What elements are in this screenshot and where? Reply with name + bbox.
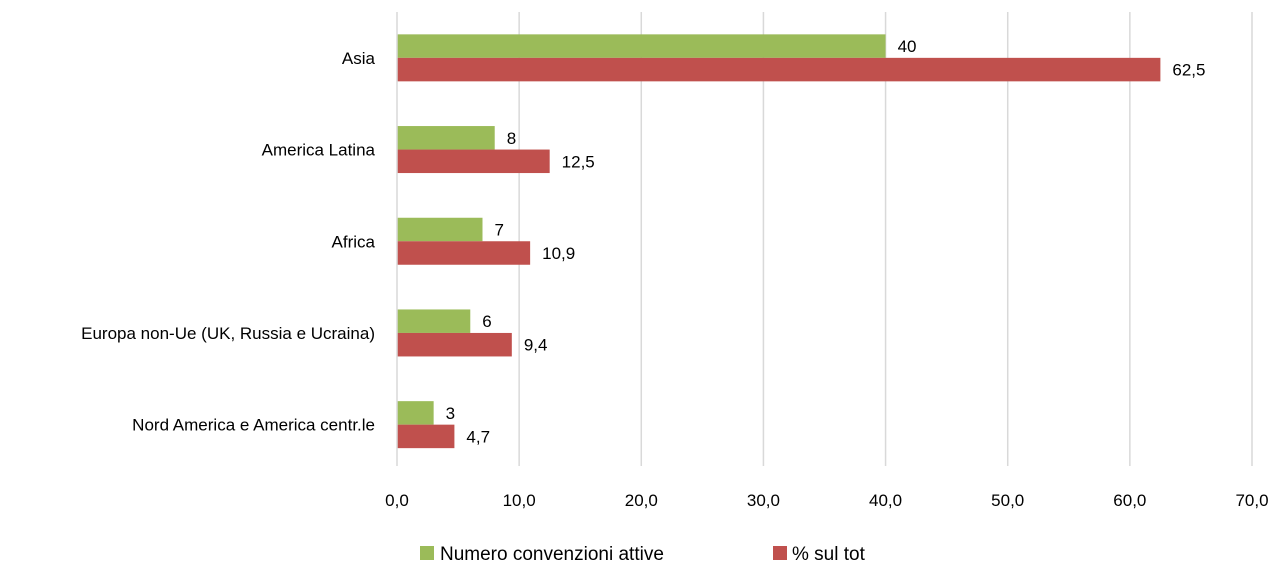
legend-label-sul-tot: % sul tot: [792, 544, 866, 565]
data-label-sul-tot-nord-america-e-america-centr-le: 4,7: [466, 427, 490, 446]
x-tick-label-50: 50,0: [991, 491, 1024, 510]
x-axis-tick-labels: 0,0 10,0 20,0 30,0 40,0 50,0 60,0 70,0: [385, 491, 1268, 510]
data-label-numero-convenzioni-attive-nord-america-e-america-centr-le: 3: [446, 404, 455, 423]
category-labels: Asia America Latina Africa Europa non-Ue (U…: [81, 49, 375, 435]
x-tick-label-60: 60,0: [1113, 491, 1146, 510]
data-label-numero-convenzioni-attive-africa: 7: [495, 221, 504, 240]
gridlines: [518, 12, 1253, 466]
bar-numero-convenzioni-attive-europa-non-ue-uk-russia-e-ucraina: [397, 309, 471, 333]
x-tick-label-20: 20,0: [625, 491, 658, 510]
bar-sul-tot-nord-america-e-america-centr-le: [397, 424, 455, 449]
data-label-numero-convenzioni-attive-america-latina: 8: [507, 129, 516, 148]
x-tick-label-0: 0,0: [385, 491, 409, 510]
legend: Numero convenzioni attive % sul tot: [420, 544, 866, 565]
bar-numero-convenzioni-attive-africa: [397, 217, 483, 242]
x-tick-label-30: 30,0: [747, 491, 780, 510]
bar-numero-convenzioni-attive-asia: [397, 34, 886, 58]
x-tick-label-10: 10,0: [503, 491, 536, 510]
category-label-africa: Africa: [332, 232, 376, 251]
data-label-numero-convenzioni-attive-europa-non-ue-uk-russia-e-ucraina: 6: [482, 312, 491, 331]
data-label-sul-tot-asia: 62,5: [1172, 61, 1205, 80]
legend-swatch-sul-tot: [773, 546, 787, 560]
bar-sul-tot-america-latina: [397, 149, 550, 174]
bar-numero-convenzioni-attive-nord-america-e-america-centr-le: [397, 401, 434, 425]
category-label-asia: Asia: [342, 49, 376, 68]
category-label-nord-america-e-america-centr-le: Nord America e America centr.le: [132, 416, 375, 435]
data-label-numero-convenzioni-attive-asia: 40: [898, 37, 917, 56]
data-labels: 40 62,5 8 12,5 7 10,9 6 9,4 3 4,7: [446, 37, 1206, 446]
category-label-europa-non-ue-uk-russia-e-ucraina: Europa non-Ue (UK, Russia e Ucraina): [81, 324, 375, 343]
data-label-sul-tot-america-latina: 12,5: [562, 152, 595, 171]
x-tick-label-70: 70,0: [1235, 491, 1268, 510]
legend-swatch-numero-convenzioni-attive: [420, 546, 434, 560]
bars: [397, 34, 1161, 449]
bar-sul-tot-europa-non-ue-uk-russia-e-ucraina: [397, 332, 512, 357]
data-label-sul-tot-africa: 10,9: [542, 244, 575, 263]
bar-sul-tot-africa: [397, 241, 531, 265]
x-tick-label-40: 40,0: [869, 491, 902, 510]
bar-numero-convenzioni-attive-america-latina: [397, 126, 495, 150]
data-label-sul-tot-europa-non-ue-uk-russia-e-ucraina: 9,4: [524, 336, 548, 355]
bar-sul-tot-asia: [397, 57, 1161, 82]
legend-label-numero-convenzioni-attive: Numero convenzioni attive: [440, 544, 664, 565]
category-label-america-latina: America Latina: [262, 141, 376, 160]
